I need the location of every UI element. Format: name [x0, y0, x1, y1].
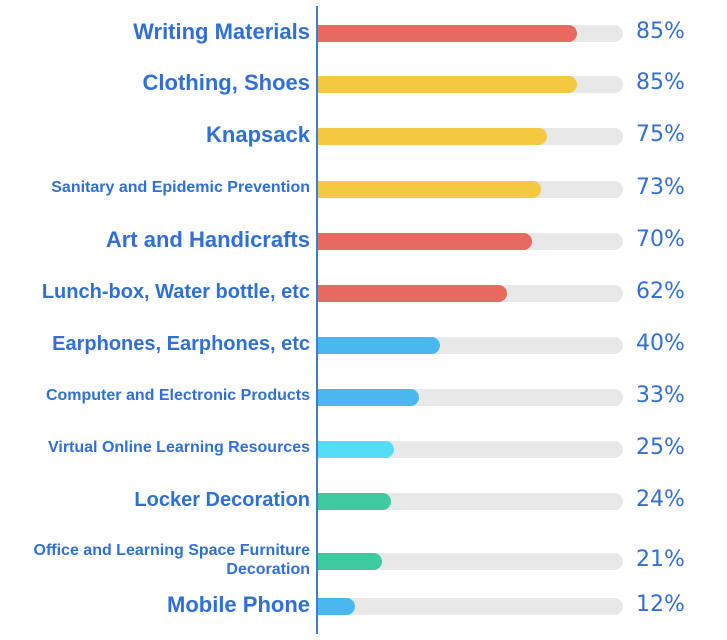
bar — [318, 24, 578, 42]
category-label: Earphones, Earphones, etc — [52, 332, 310, 355]
bar — [318, 388, 419, 406]
value-label: 24% — [636, 487, 685, 512]
category-label: Locker Decoration — [134, 488, 310, 511]
value-label: 62% — [636, 279, 685, 304]
category-label: Office and Learning Space Furniture Deco… — [33, 542, 311, 578]
category-label: Computer and Electronic Products — [45, 387, 310, 405]
bar — [318, 75, 578, 93]
category-label: Lunch-box, Water bottle, etc — [41, 280, 310, 303]
value-label: 73% — [636, 175, 685, 200]
category-label: Art and Handicrafts — [105, 227, 310, 253]
category-label: Knapsack — [206, 122, 310, 148]
value-label: 85% — [636, 70, 685, 95]
value-label: 33% — [636, 383, 685, 408]
value-label: 40% — [636, 331, 685, 356]
value-label: 75% — [636, 122, 685, 147]
bar — [318, 180, 541, 198]
bar-track — [318, 597, 623, 615]
bar — [318, 440, 395, 458]
bar — [318, 232, 532, 250]
value-label: 21% — [636, 547, 685, 572]
value-label: 85% — [636, 19, 685, 44]
bar — [318, 597, 355, 615]
value-label: 70% — [636, 227, 685, 252]
bar-track — [318, 552, 623, 570]
value-label: 25% — [636, 435, 685, 460]
category-label: Writing Materials — [133, 19, 310, 45]
bar — [318, 284, 508, 302]
bar-track — [318, 440, 623, 458]
category-axis-line — [316, 6, 318, 634]
category-label: Mobile Phone — [167, 592, 310, 618]
category-label: Clothing, Shoes — [142, 70, 310, 96]
bar — [318, 127, 547, 145]
bar-track — [318, 492, 623, 510]
bar — [318, 336, 440, 354]
value-label: 12% — [636, 592, 685, 617]
category-label: Virtual Online Learning Resources — [48, 439, 310, 457]
bar — [318, 492, 392, 510]
category-label: Sanitary and Epidemic Prevention — [51, 179, 310, 197]
bar — [318, 552, 383, 570]
